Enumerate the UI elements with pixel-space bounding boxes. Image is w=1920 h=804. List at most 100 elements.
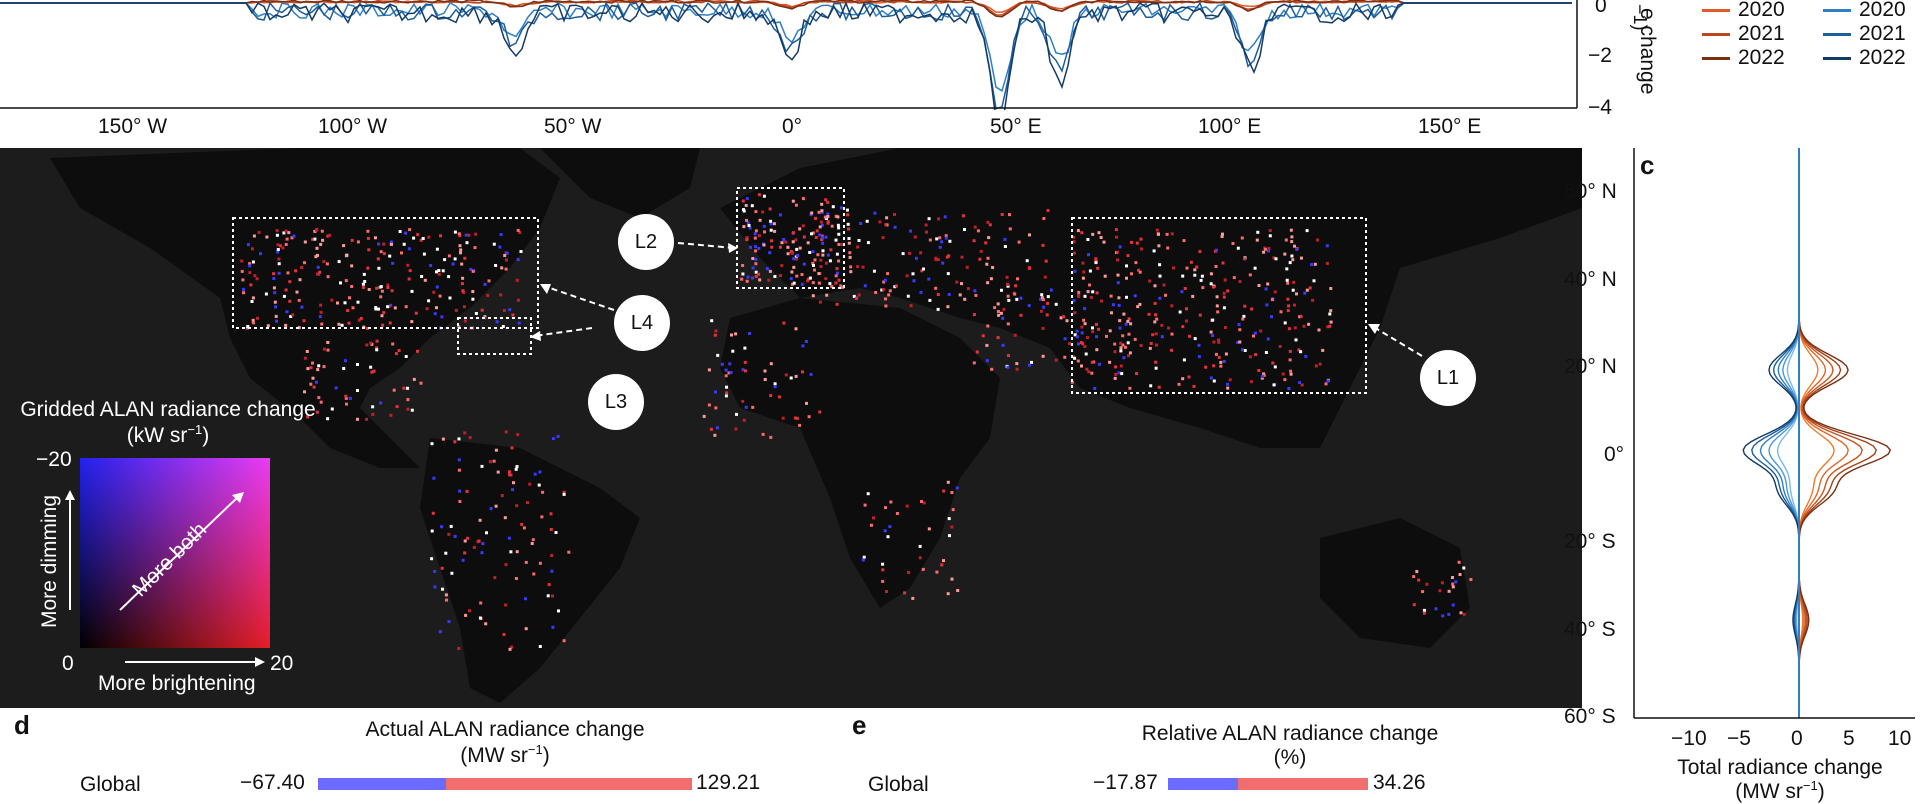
light-pixel xyxy=(1094,257,1098,261)
c-y-tick-0: 0° xyxy=(1604,443,1625,466)
light-pixel xyxy=(1185,307,1188,311)
light-pixel xyxy=(882,288,886,292)
light-pixel xyxy=(1054,358,1058,362)
light-pixel xyxy=(1209,282,1213,286)
light-pixel xyxy=(1006,365,1010,369)
light-pixel xyxy=(824,235,828,239)
light-pixel xyxy=(1295,292,1298,296)
light-pixel xyxy=(1187,375,1191,379)
top-x-tick-50E: 50° E xyxy=(990,115,1042,138)
light-pixel xyxy=(835,267,839,271)
callout-l2[interactable]: L2 xyxy=(618,214,674,270)
light-pixel xyxy=(1113,350,1117,354)
light-pixel xyxy=(457,647,461,650)
light-pixel xyxy=(251,260,255,264)
light-pixel xyxy=(857,239,861,242)
light-pixel xyxy=(468,609,471,613)
light-pixel xyxy=(284,243,288,246)
latitude-profile-traces xyxy=(1742,148,1892,718)
light-pixel xyxy=(1191,294,1195,298)
light-pixel xyxy=(557,609,560,613)
light-pixel xyxy=(907,571,911,574)
light-pixel xyxy=(965,265,969,269)
light-pixel xyxy=(463,539,467,543)
legend-swatch xyxy=(1823,56,1851,60)
light-pixel xyxy=(1268,229,1272,232)
light-pixel xyxy=(407,247,411,251)
light-pixel xyxy=(837,226,841,230)
light-pixel xyxy=(1001,343,1005,347)
colorkey-x-axis-label: More brightening xyxy=(98,672,256,695)
light-pixel xyxy=(1257,369,1261,372)
light-pixel xyxy=(437,269,441,272)
light-pixel xyxy=(1081,261,1085,265)
light-pixel xyxy=(1130,272,1133,276)
light-pixel xyxy=(1028,363,1031,367)
light-pixel xyxy=(1116,281,1120,285)
light-pixel xyxy=(795,416,799,420)
light-pixel xyxy=(1242,314,1246,318)
light-pixel xyxy=(707,403,711,407)
light-pixel xyxy=(1080,331,1084,335)
panel-c-letter: c xyxy=(1640,150,1655,180)
light-pixel xyxy=(1127,317,1131,321)
light-pixel xyxy=(248,262,252,266)
light-pixel xyxy=(847,241,851,245)
light-pixel xyxy=(1005,275,1009,279)
light-pixel xyxy=(816,253,820,257)
light-pixel xyxy=(874,291,878,294)
light-pixel xyxy=(1166,246,1170,250)
light-pixel xyxy=(1291,258,1295,262)
light-pixel xyxy=(762,243,766,247)
light-pixel xyxy=(1193,337,1197,341)
light-pixel xyxy=(1157,232,1160,236)
light-pixel xyxy=(1119,349,1123,353)
light-pixel xyxy=(955,486,959,490)
top-profile-line xyxy=(0,2,1572,92)
light-pixel xyxy=(457,458,461,462)
light-pixel xyxy=(730,333,733,337)
light-pixel xyxy=(257,230,261,234)
light-pixel xyxy=(863,503,867,507)
light-pixel xyxy=(1243,349,1247,352)
light-pixel xyxy=(1325,261,1329,265)
light-pixel xyxy=(820,209,824,213)
top-x-tick-0: 0° xyxy=(782,115,803,138)
callout-l4[interactable]: L4 xyxy=(614,295,670,351)
light-pixel xyxy=(351,306,355,310)
light-pixel xyxy=(252,234,256,238)
light-pixel xyxy=(1237,323,1241,327)
light-pixel xyxy=(985,343,989,347)
light-pixel xyxy=(1329,309,1333,313)
callout-l1[interactable]: L1 xyxy=(1420,350,1476,406)
light-pixel xyxy=(946,480,950,484)
light-pixel xyxy=(437,272,441,276)
light-pixel xyxy=(492,459,496,463)
light-pixel xyxy=(919,251,923,255)
light-pixel xyxy=(516,433,520,437)
light-pixel xyxy=(1042,305,1046,309)
light-pixel xyxy=(742,208,745,212)
light-pixel xyxy=(1130,240,1133,244)
light-pixel xyxy=(326,348,330,352)
light-pixel xyxy=(1425,582,1429,586)
light-pixel xyxy=(1016,277,1019,281)
light-pixel xyxy=(1095,335,1098,339)
callout-l3[interactable]: L3 xyxy=(588,374,644,430)
light-pixel xyxy=(453,440,457,444)
light-pixel xyxy=(893,213,896,216)
light-pixel xyxy=(1113,342,1117,346)
light-pixel xyxy=(1224,352,1228,356)
light-pixel xyxy=(819,265,823,269)
light-pixel xyxy=(276,243,280,247)
light-pixel xyxy=(1286,309,1290,313)
light-pixel xyxy=(791,231,795,235)
light-pixel xyxy=(1263,247,1267,251)
light-pixel xyxy=(928,298,932,302)
light-pixel xyxy=(448,296,452,300)
light-pixel xyxy=(287,231,291,235)
light-pixel xyxy=(432,476,436,480)
light-pixel xyxy=(380,289,384,293)
north-america-landmass xyxy=(50,148,560,468)
light-pixel xyxy=(433,312,437,316)
